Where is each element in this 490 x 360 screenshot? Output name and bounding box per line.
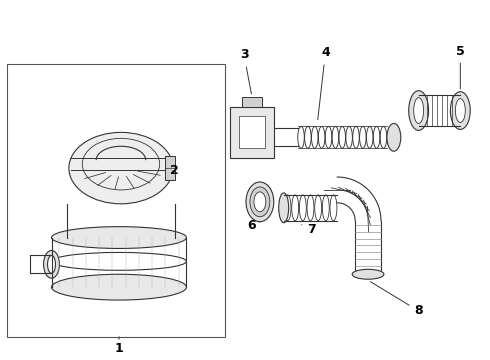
Text: 7: 7 [301, 223, 316, 236]
Bar [165, 156, 174, 180]
Text: 3: 3 [240, 49, 251, 94]
Ellipse shape [246, 182, 274, 222]
Ellipse shape [51, 227, 187, 248]
Ellipse shape [455, 99, 466, 122]
Ellipse shape [254, 192, 266, 212]
Ellipse shape [450, 92, 470, 129]
Text: 8: 8 [370, 282, 423, 318]
Ellipse shape [48, 255, 55, 273]
Ellipse shape [69, 132, 173, 204]
Ellipse shape [44, 251, 59, 278]
Bar [242, 96, 262, 107]
Ellipse shape [414, 98, 424, 123]
Ellipse shape [250, 187, 270, 217]
Bar [239, 117, 265, 148]
Ellipse shape [51, 274, 187, 300]
Text: 1: 1 [115, 337, 123, 355]
Text: 5: 5 [456, 45, 465, 89]
Ellipse shape [279, 193, 289, 223]
Text: 2: 2 [170, 163, 179, 176]
Text: 6: 6 [247, 219, 260, 232]
Ellipse shape [387, 123, 401, 151]
Bar [230, 107, 274, 158]
Text: 4: 4 [318, 46, 330, 120]
Bar [7, 64, 225, 337]
Ellipse shape [352, 269, 384, 279]
Ellipse shape [409, 91, 429, 130]
